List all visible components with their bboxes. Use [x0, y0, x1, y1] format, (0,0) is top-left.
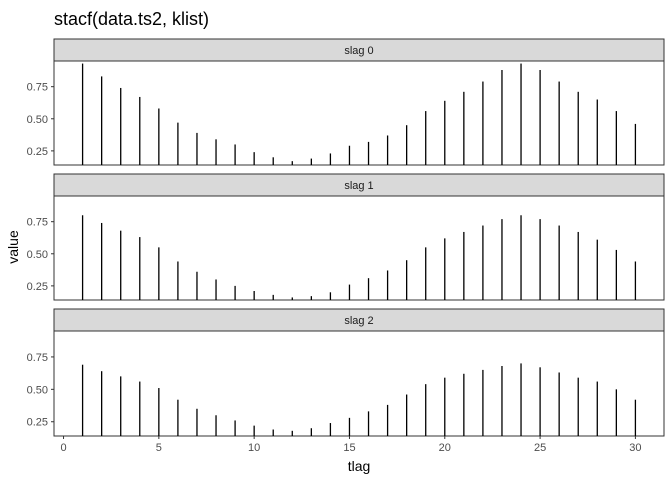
x-tick-label: 10	[248, 442, 260, 454]
facet-panel: slag 0 0.25 0.50 0.75	[27, 38, 665, 166]
facet-strip-label: slag 1	[344, 180, 373, 192]
x-tick-label: 5	[156, 442, 162, 454]
x-tick-label: 20	[439, 442, 451, 454]
x-tick-label: 15	[343, 442, 355, 454]
facet-plot-area	[53, 330, 665, 437]
x-axis-title: tlag	[348, 458, 371, 474]
chart-title: stacf(data.ts2, klist)	[54, 9, 209, 29]
y-tick-label: 0.75	[27, 352, 48, 364]
facet-strip-label: slag 2	[344, 315, 373, 327]
y-tick-label: 0.50	[27, 114, 48, 126]
y-tick-label: 0.25	[27, 146, 48, 158]
facet-strip-label: slag 0	[344, 45, 373, 57]
y-tick-label: 0.75	[27, 217, 48, 229]
facet-panel: slag 2 0.25 0.50 0.75	[27, 308, 665, 437]
x-tick-label: 0	[60, 442, 66, 454]
x-tick-label: 30	[629, 442, 641, 454]
y-tick-label: 0.50	[27, 384, 48, 396]
facet-plot-area	[53, 60, 665, 166]
facet-panel: slag 1 0.25 0.50 0.75	[27, 173, 665, 301]
y-tick-label: 0.25	[27, 417, 48, 429]
y-tick-label: 0.75	[27, 82, 48, 94]
y-axis-title: value	[5, 230, 21, 264]
y-tick-label: 0.25	[27, 281, 48, 293]
x-tick-label: 25	[534, 442, 546, 454]
x-axis: 0 5 10 15 20 25 30	[60, 436, 642, 454]
facet-plot-area	[53, 195, 665, 301]
y-tick-label: 0.50	[27, 249, 48, 261]
